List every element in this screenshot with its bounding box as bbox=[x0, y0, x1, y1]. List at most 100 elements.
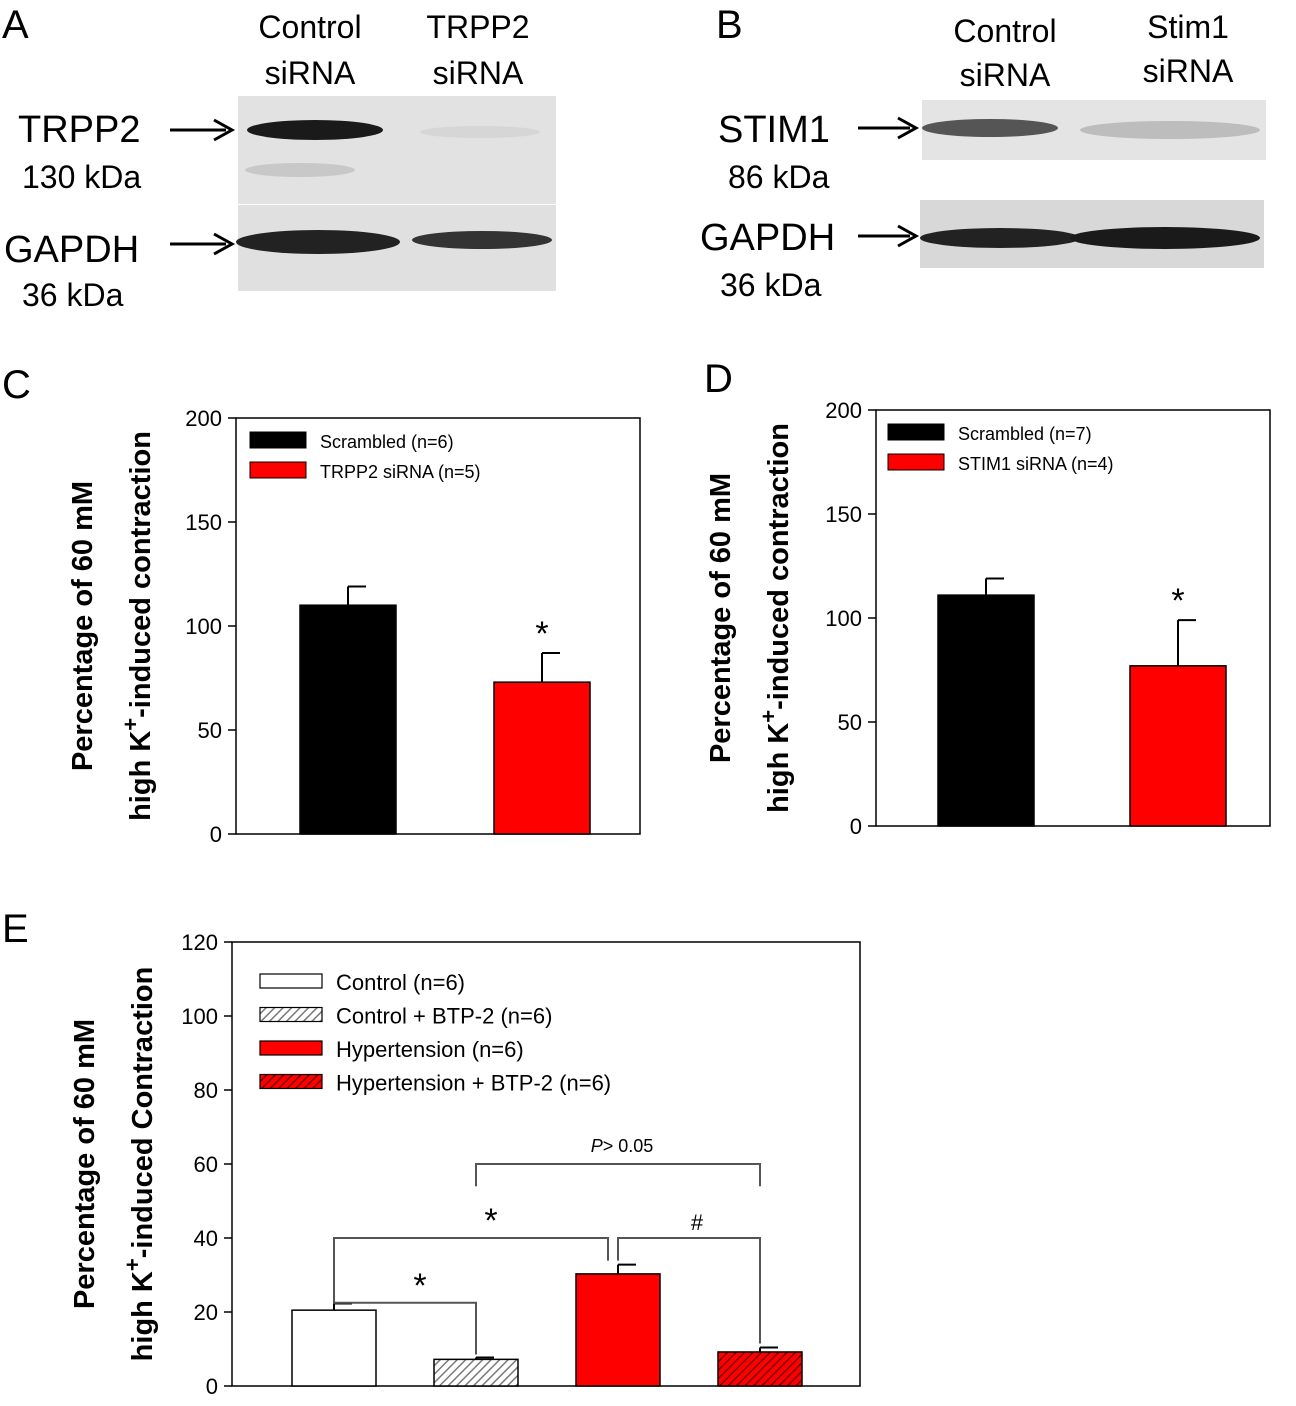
y-axis-label-line2-tail: -induced Contraction bbox=[127, 967, 159, 1259]
y-axis-label-line1: Percentage of 60 mM bbox=[705, 473, 737, 763]
lane-a1-line1: Control bbox=[258, 9, 361, 45]
blot-a-trpp2-faint-band bbox=[245, 163, 355, 177]
panel-label-a: A bbox=[2, 3, 29, 47]
chart-e: 0 20 40 60 80 100 120 Percentage of 60 mM high K… bbox=[69, 930, 861, 1399]
arrow-icon bbox=[897, 116, 920, 140]
bar-scrambled bbox=[937, 594, 1035, 827]
blot-a-membrane-top bbox=[238, 96, 556, 204]
blot-b-band2-name: GAPDH bbox=[700, 217, 835, 259]
lane-a1-line2: siRNA bbox=[265, 55, 356, 91]
legend-label: Control + BTP-2 (n=6) bbox=[336, 1004, 552, 1029]
p-value-italic: P bbox=[591, 1136, 603, 1156]
legend-label: Hypertension (n=6) bbox=[336, 1037, 524, 1062]
arrow-icon bbox=[897, 224, 920, 248]
blot-b-stim1-band-knockdown bbox=[1080, 121, 1260, 139]
chart-c: 0 50 100 150 200 Percentage of 60 mM high K+-i… bbox=[67, 406, 641, 847]
lane-a2-line2: siRNA bbox=[433, 55, 524, 91]
y-axis-label-superscript: + bbox=[756, 710, 781, 723]
bar-red bbox=[575, 1273, 661, 1387]
legend-label: Hypertension + BTP-2 (n=6) bbox=[336, 1071, 611, 1096]
arrow-icon bbox=[213, 118, 236, 142]
lane-b1-line2: siRNA bbox=[960, 57, 1051, 93]
lane-a2-line1: TRPP2 bbox=[426, 9, 529, 45]
blot-b-stim1-band-control bbox=[922, 119, 1058, 137]
blot-b-gapdh-band-control bbox=[920, 228, 1080, 248]
panel-label-e: E bbox=[2, 907, 29, 951]
bracket-btp2-vs-btp2 bbox=[475, 1163, 761, 1187]
y-tick-label: 20 bbox=[194, 1300, 218, 1325]
panel-label-b: B bbox=[716, 3, 743, 47]
y-axis-label-line1: Percentage of 60 mM bbox=[69, 1019, 101, 1309]
panel-label-d: D bbox=[704, 357, 733, 401]
significance-star: * bbox=[413, 1267, 426, 1305]
legend-swatch bbox=[887, 453, 945, 471]
lane-b1-line1: Control bbox=[953, 13, 1056, 49]
blot-b-band1-name: STIM1 bbox=[718, 109, 830, 151]
bar-hatch-red bbox=[717, 1351, 803, 1387]
y-tick-label: 100 bbox=[185, 614, 222, 639]
y-tick-label: 0 bbox=[210, 822, 222, 847]
panel-label-c: C bbox=[2, 363, 31, 407]
y-axis-label-line2: high K+-induced contraction bbox=[118, 431, 157, 821]
legend-swatch bbox=[259, 1073, 323, 1090]
legend-swatch bbox=[259, 1040, 323, 1056]
lane-b2-line2: siRNA bbox=[1143, 53, 1234, 89]
y-tick-label: 120 bbox=[181, 930, 218, 955]
y-axis-label-superscript: + bbox=[120, 1258, 145, 1271]
y-tick-label: 60 bbox=[194, 1152, 218, 1177]
y-tick-label: 150 bbox=[185, 510, 222, 535]
bar-hatch-gray bbox=[433, 1358, 519, 1387]
y-tick-label: 50 bbox=[838, 710, 862, 735]
bracket-hypertension-vs-btp2 bbox=[617, 1237, 761, 1344]
blot-a-band2-size: 36 kDa bbox=[22, 277, 124, 313]
panel-b-blot: B Control siRNA Stim1 siRNA STIM1 86 kDa… bbox=[700, 3, 1266, 303]
bar-scrambled bbox=[299, 604, 397, 835]
legend-label: STIM1 siRNA (n=4) bbox=[958, 454, 1114, 474]
blot-a-band1-size: 130 kDa bbox=[22, 159, 141, 195]
y-tick-label: 40 bbox=[194, 1226, 218, 1251]
y-axis-label-line2-head: high K bbox=[763, 723, 795, 813]
chart-d: 0 50 100 150 200 Percentage of 60 mM high K+-i… bbox=[705, 398, 1271, 839]
significance-star: * bbox=[1171, 582, 1184, 620]
y-axis-label-superscript: + bbox=[118, 718, 143, 731]
blot-a-band2-name: GAPDH bbox=[4, 229, 139, 271]
blot-a-gapdh-band-knockdown bbox=[412, 231, 552, 249]
significance-star: * bbox=[535, 615, 548, 653]
legend-swatch bbox=[249, 461, 307, 479]
blot-a-trpp2-band-control bbox=[247, 120, 383, 140]
legend-swatch bbox=[259, 973, 323, 989]
p-value-label: P> 0.05 bbox=[591, 1136, 654, 1156]
y-tick-label: 0 bbox=[850, 814, 862, 839]
legend-swatch bbox=[259, 1006, 323, 1023]
bracket-control-vs-hypertension bbox=[333, 1237, 609, 1303]
lane-b2-line1: Stim1 bbox=[1147, 9, 1229, 45]
blot-b-band2-size: 36 kDa bbox=[720, 267, 822, 303]
blot-b-band1-size: 86 kDa bbox=[728, 159, 830, 195]
y-tick-label: 50 bbox=[198, 718, 222, 743]
y-axis-label-line2-head: high K bbox=[127, 1271, 159, 1361]
y-tick-label: 150 bbox=[825, 502, 862, 527]
significance-hash: # bbox=[691, 1210, 704, 1235]
legend-label: Scrambled (n=6) bbox=[320, 432, 454, 452]
bar-white bbox=[291, 1309, 377, 1387]
legend-label: TRPP2 siRNA (n=5) bbox=[320, 462, 481, 482]
bar-sirna bbox=[493, 681, 591, 835]
panel-a-blot: A Control siRNA TRPP2 siRNA TRPP2 130 kD… bbox=[2, 3, 556, 313]
y-tick-label: 200 bbox=[825, 398, 862, 423]
legend-swatch bbox=[249, 431, 307, 449]
y-tick-label: 100 bbox=[825, 606, 862, 631]
blot-a-trpp2-band-knockdown bbox=[420, 126, 540, 138]
blot-a-band1-name: TRPP2 bbox=[18, 109, 140, 151]
y-tick-label: 200 bbox=[185, 406, 222, 431]
blot-b-gapdh-band-knockdown bbox=[1070, 227, 1260, 249]
blot-a-gapdh-band-control bbox=[236, 230, 400, 254]
y-axis-label-line1: Percentage of 60 mM bbox=[67, 481, 99, 771]
bar-sirna bbox=[1129, 665, 1227, 827]
legend-swatch bbox=[887, 423, 945, 441]
y-axis-label-line2-tail: -induced contraction bbox=[125, 431, 157, 718]
y-axis-label-line2-tail: -induced contraction bbox=[763, 423, 795, 710]
y-tick-label: 100 bbox=[181, 1004, 218, 1029]
legend-label: Scrambled (n=7) bbox=[958, 424, 1092, 444]
y-axis-label-line2-head: high K bbox=[125, 731, 157, 821]
